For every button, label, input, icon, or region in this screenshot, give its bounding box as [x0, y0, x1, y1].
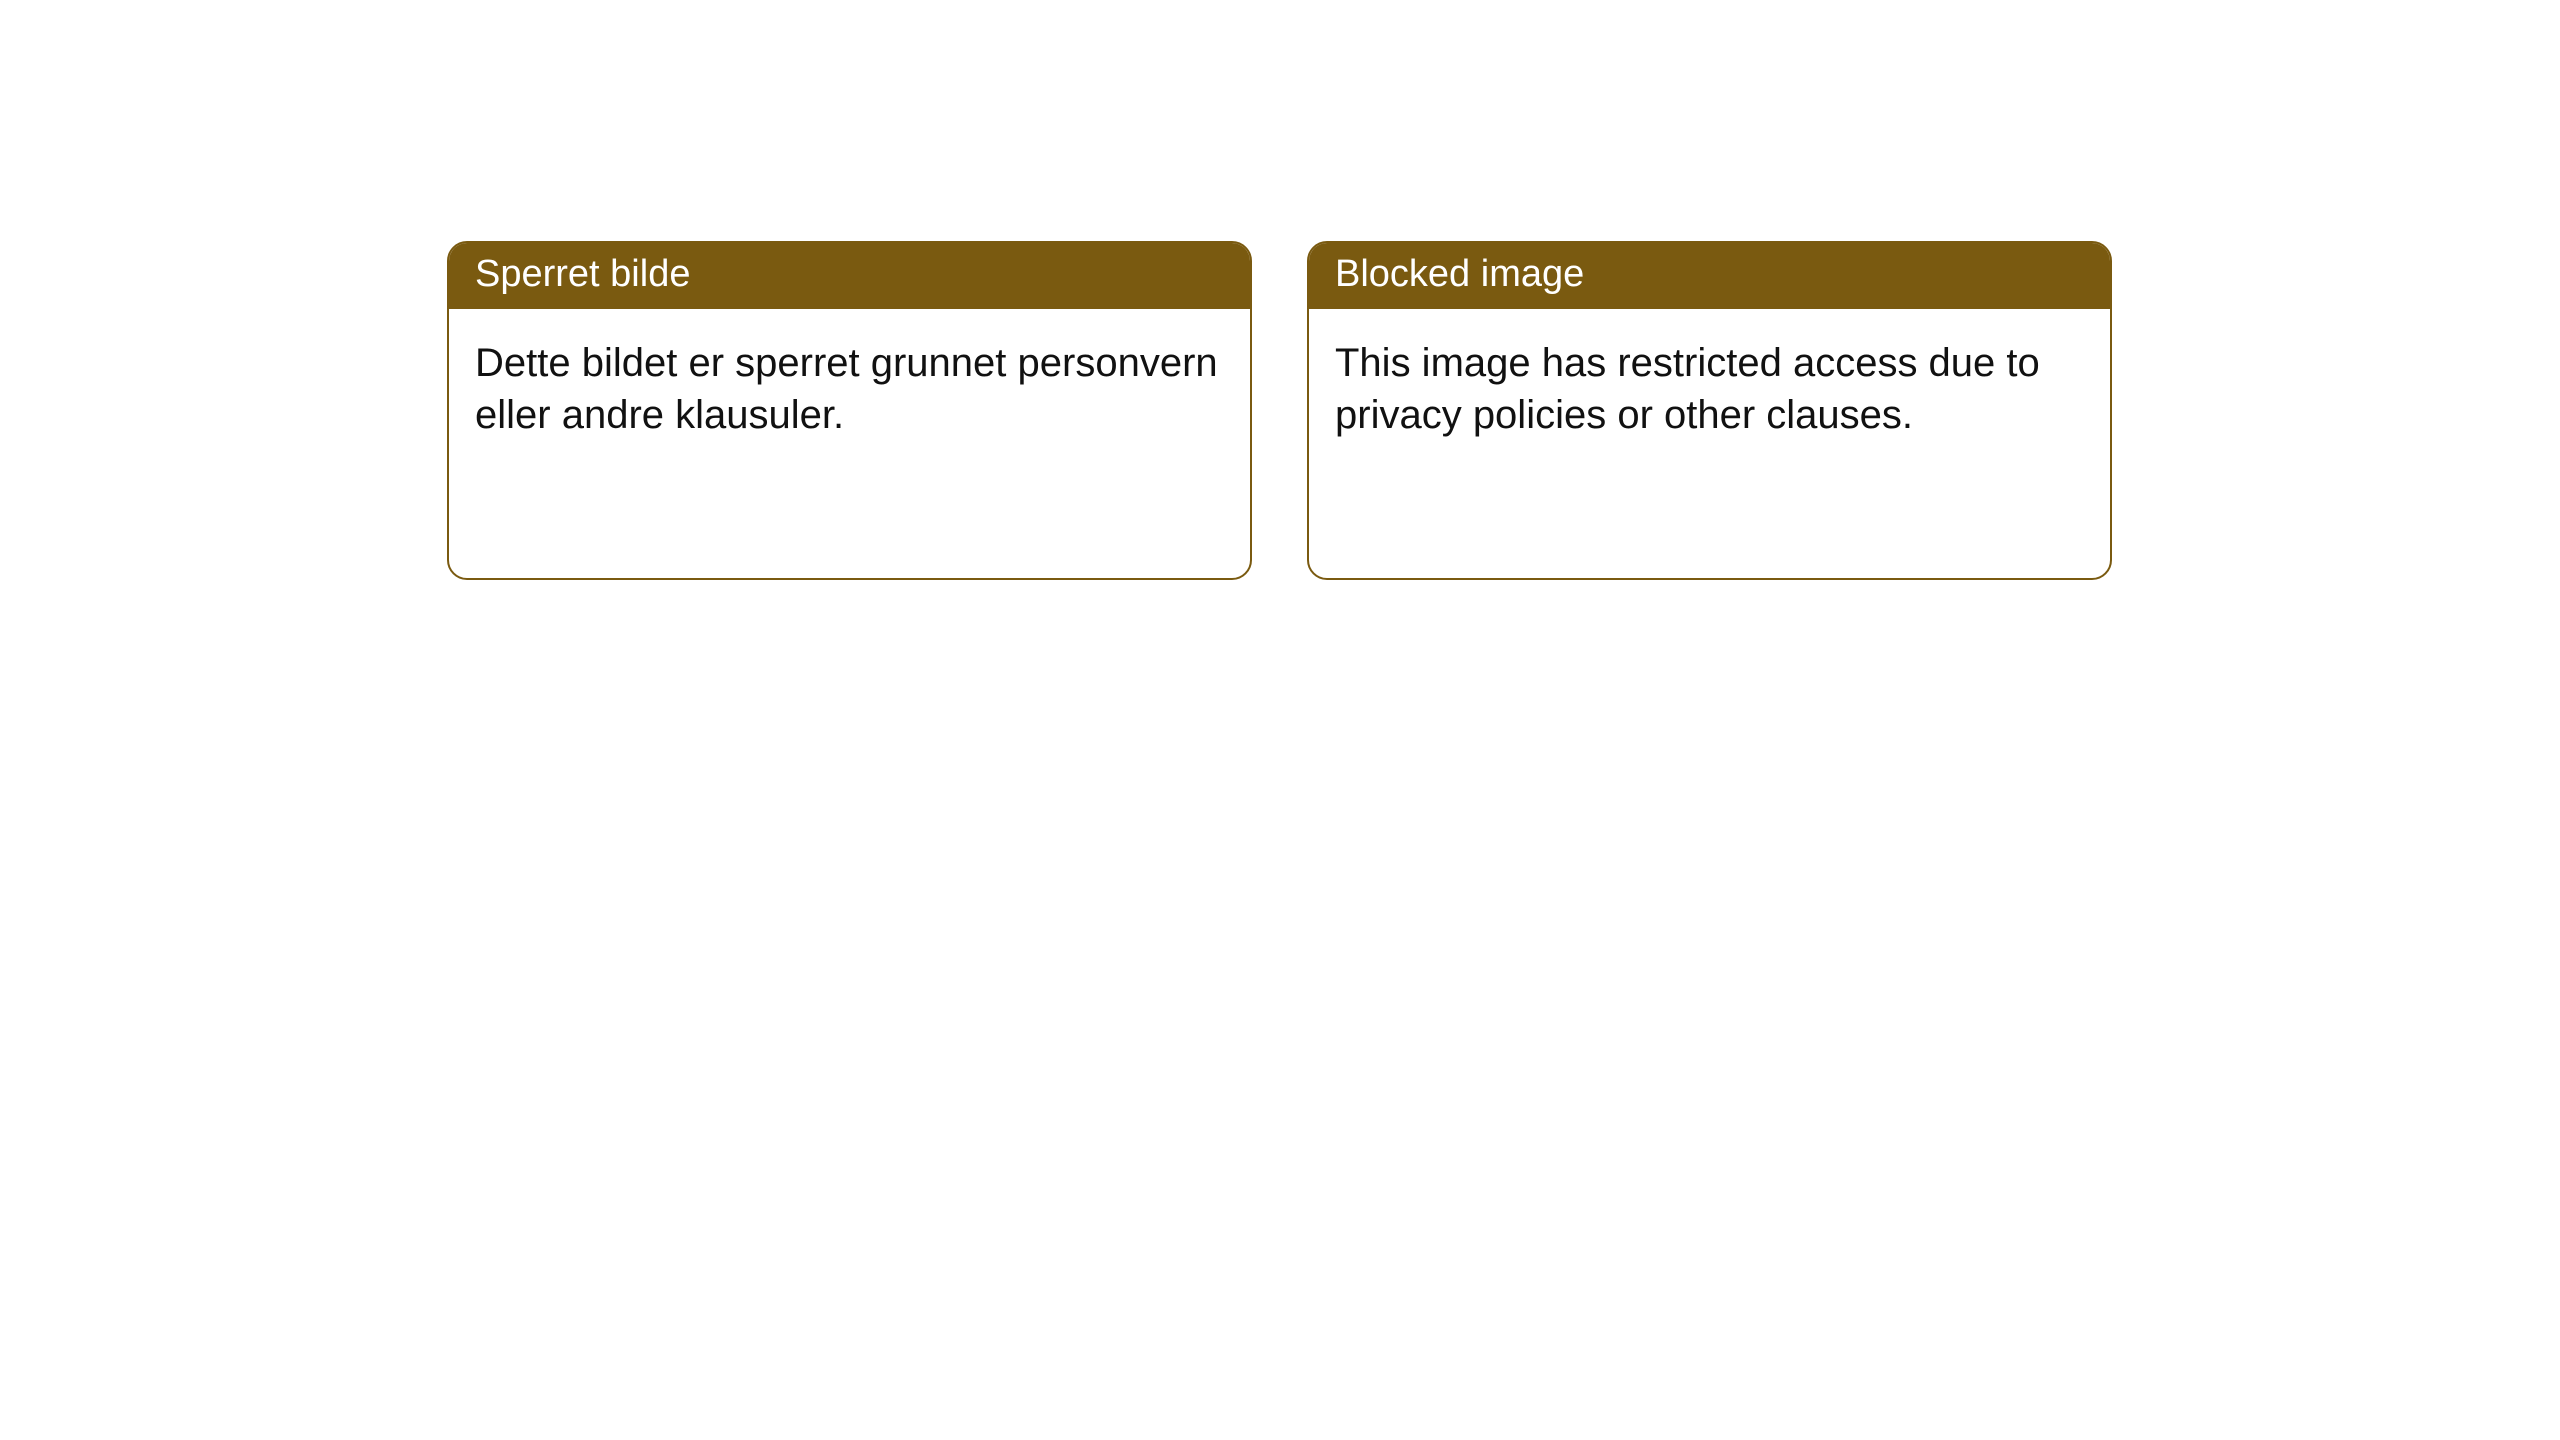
notice-card-body-en: This image has restricted access due to … [1309, 309, 2110, 467]
notice-text-no: Dette bildet er sperret grunnet personve… [475, 341, 1218, 437]
notice-card-en: Blocked image This image has restricted … [1307, 241, 2112, 580]
notice-card-header-en: Blocked image [1309, 243, 2110, 309]
notice-card-no: Sperret bilde Dette bildet er sperret gr… [447, 241, 1252, 580]
notice-card-body-no: Dette bildet er sperret grunnet personve… [449, 309, 1250, 467]
notice-title-no: Sperret bilde [475, 253, 690, 295]
page-canvas: Sperret bilde Dette bildet er sperret gr… [0, 0, 2560, 1440]
notice-card-header-no: Sperret bilde [449, 243, 1250, 309]
notice-text-en: This image has restricted access due to … [1335, 341, 2040, 437]
notice-title-en: Blocked image [1335, 253, 1584, 295]
